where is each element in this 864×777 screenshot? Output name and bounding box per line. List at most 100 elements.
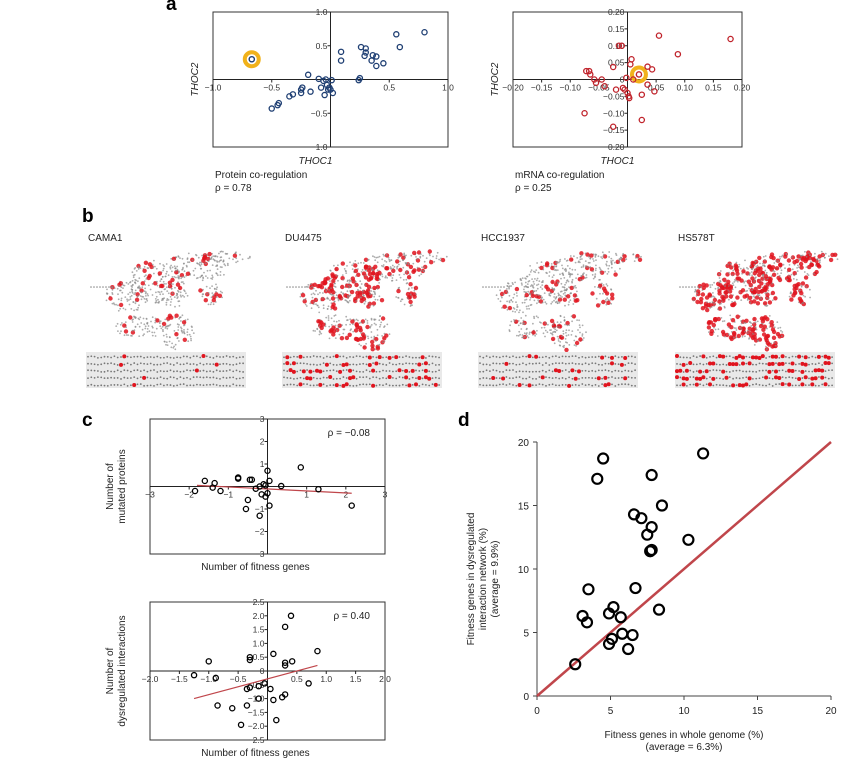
network-node [153,272,155,275]
network-node [559,315,562,318]
y-tick-label: 3 [260,414,265,424]
network-node [105,292,108,295]
network-node [607,369,610,372]
network-node-red [401,255,406,260]
network-node [570,315,573,318]
y-axis-label: Fitness genes in dysregulated [466,513,477,646]
network-node [549,329,551,331]
network-node [528,307,530,310]
network-node-red [371,301,377,306]
network-node [804,384,807,387]
network-node [809,258,812,261]
network-node-red [318,382,323,387]
network-node [169,304,172,306]
network-node [836,258,839,261]
network-node [201,295,204,298]
network-node [436,251,439,254]
network-node [179,294,182,297]
network-node [169,363,172,366]
network-node [492,362,495,365]
network-node [553,296,555,298]
data-point [307,88,314,95]
network-node [120,370,122,373]
x-tick-label: −1.0 [205,83,222,93]
network-node [594,253,597,256]
network-node [147,284,150,287]
network-node [153,384,155,387]
network-node [495,362,498,365]
network-node [149,384,152,387]
data-point [264,467,271,474]
network-node [498,377,501,380]
network-node [758,362,761,365]
network-node [398,255,401,258]
network-node [538,280,541,282]
network-node [402,266,405,269]
network-node [773,341,776,344]
network-node-red [579,251,584,256]
network-node [494,286,496,288]
network-node [185,292,187,295]
network-node-red [140,281,145,286]
network-node-red [182,337,187,342]
network-node [156,377,159,380]
network-node [610,288,612,291]
network-node [742,370,744,373]
network-node [776,321,779,323]
network-node-red [407,383,412,388]
network-node [548,376,551,379]
network-node-red [750,355,755,360]
network-node [500,286,502,288]
network-node [581,333,584,336]
data-point [605,632,619,645]
network-node [749,302,752,304]
network-node-red [119,362,123,367]
network-node [415,362,417,365]
data-point [201,477,209,485]
network-node [518,376,521,378]
network-node [594,362,597,365]
network-node [168,324,171,327]
network-node [785,355,787,358]
network-node [479,383,481,386]
network-node [712,384,715,387]
network-node-red [132,383,137,388]
network-node [752,370,754,373]
network-node [332,355,335,358]
network-node [607,356,610,359]
network-node [149,369,152,372]
network-node [571,377,574,380]
network-node [179,383,182,386]
network-node [413,289,416,292]
network-node [536,287,539,290]
network-node [614,270,616,272]
network-node [732,265,734,268]
network-node [692,376,695,378]
network-node [679,356,682,359]
network-node-red [798,298,804,303]
network-node [765,271,768,274]
network-node [355,363,358,366]
data-point [628,56,635,63]
network-node [509,324,511,327]
network-node [421,266,423,269]
network-node [776,272,779,275]
network-node-red [349,289,355,295]
network-node [162,280,165,283]
network-node [518,330,521,333]
network-node [370,331,373,333]
network-node [139,376,142,379]
network-node [368,383,371,386]
network-node [307,284,310,286]
network-node [219,271,222,273]
network-node [541,301,544,304]
network-node-red [730,318,736,323]
network-node [409,273,411,276]
network-node [123,363,126,366]
network-node [365,363,368,366]
chart-a2: −0.20 −0.15 −0.10 −0.05 0.05 0.10 0.15 0.200.20… [490,7,751,194]
network-node [574,285,577,287]
network-node [519,322,522,325]
network-node-red [757,284,762,289]
network-node-red [363,275,369,280]
